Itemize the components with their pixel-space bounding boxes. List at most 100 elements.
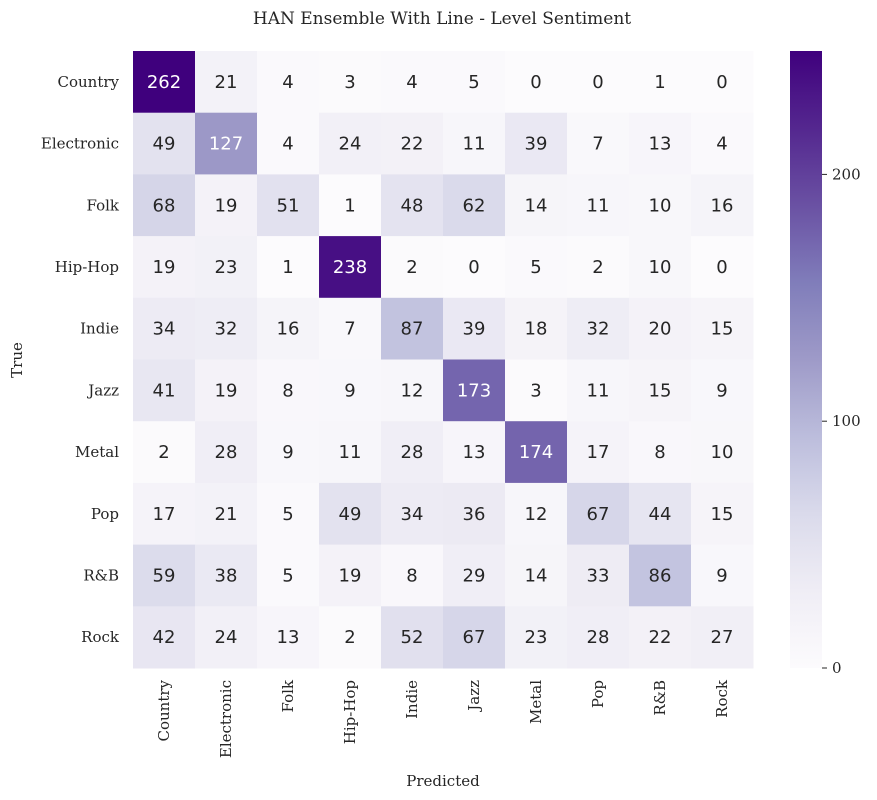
heatmap-cell <box>629 421 692 484</box>
cell-value-label: 5 <box>468 72 479 93</box>
cell-value-label: 3 <box>530 380 541 401</box>
cell-value-label: 11 <box>587 380 610 401</box>
cell-value-label: 0 <box>716 257 727 278</box>
cell-value-label: 127 <box>209 134 243 155</box>
heatmap-cell <box>381 297 444 360</box>
heatmap-cell <box>629 482 692 546</box>
cell-value-label: 174 <box>519 442 553 463</box>
cell-value-label: 0 <box>468 257 479 278</box>
cell-value-label: 68 <box>153 195 176 216</box>
cell-value-label: 13 <box>463 442 486 463</box>
heatmap-cell <box>443 297 506 360</box>
y-axis-label: True <box>8 342 26 378</box>
heatmap-cell <box>691 359 754 422</box>
x-tick-label: Pop <box>589 680 607 708</box>
heatmap-cell <box>133 544 196 607</box>
cell-value-label: 0 <box>592 72 603 93</box>
heatmap-cell <box>133 421 196 484</box>
cell-value-label: 62 <box>463 195 486 216</box>
cell-value-label: 2 <box>344 627 355 648</box>
heatmap-cell <box>319 482 382 546</box>
heatmap-cell <box>443 112 506 175</box>
heatmap-cell <box>257 544 320 607</box>
heatmap-cell <box>505 112 568 175</box>
cell-value-label: 13 <box>649 134 672 155</box>
heatmap-cell <box>691 236 754 299</box>
x-tick-label: Rock <box>713 679 731 718</box>
heatmap-cell <box>629 544 692 607</box>
cell-value-label: 5 <box>530 257 541 278</box>
heatmap-cell <box>505 51 568 114</box>
heatmap-cell <box>319 359 382 422</box>
colorbar-tick-label: 100 <box>832 412 861 430</box>
x-tick-labels: Country Electronic Folk Hip-Hop Indie Jazz Met… <box>155 679 731 758</box>
heatmap-cell <box>381 174 444 237</box>
x-tick-label: Jazz <box>465 680 483 713</box>
cell-value-label: 14 <box>525 565 548 586</box>
heatmap-cell <box>381 112 444 175</box>
heatmap-cell <box>257 174 320 237</box>
cell-value-label: 23 <box>215 257 238 278</box>
heatmap-cell <box>195 359 258 422</box>
cell-value-label: 4 <box>282 134 293 155</box>
cell-value-label: 10 <box>649 257 672 278</box>
cell-value-label: 28 <box>401 442 424 463</box>
heatmap-cell <box>133 359 196 422</box>
cell-value-label: 23 <box>525 627 548 648</box>
heatmap-cell <box>505 606 568 669</box>
heatmap-cell <box>319 544 382 607</box>
cell-value-label: 4 <box>282 72 293 93</box>
cell-value-label: 7 <box>344 319 355 340</box>
cell-value-label: 1 <box>654 72 665 93</box>
heatmap-cell <box>443 236 506 299</box>
cell-value-label: 1 <box>344 195 355 216</box>
cell-value-label: 15 <box>649 380 672 401</box>
heatmap-cell <box>381 236 444 299</box>
heatmap-cell <box>195 236 258 299</box>
heatmap-cell <box>629 359 692 422</box>
heatmap-cell <box>443 421 506 484</box>
cell-value-label: 51 <box>277 195 300 216</box>
y-tick-label: Jazz <box>86 381 119 399</box>
heatmap-cell <box>691 112 754 175</box>
cell-value-label: 0 <box>716 72 727 93</box>
heatmap-cell <box>257 236 320 299</box>
x-tick-label: Metal <box>527 680 545 724</box>
colorbar-tick-label: 0 <box>832 659 842 677</box>
cell-value-label: 11 <box>339 442 362 463</box>
cell-value-label: 1 <box>282 257 293 278</box>
heatmap-cell <box>319 297 382 360</box>
cell-value-label: 32 <box>215 319 238 340</box>
cell-value-label: 22 <box>649 627 672 648</box>
cell-value-label: 16 <box>277 319 300 340</box>
cell-value-label: 33 <box>587 565 610 586</box>
y-tick-label: R&B <box>83 566 119 584</box>
heatmap-cell <box>195 297 258 360</box>
y-tick-labels: Country Electronic Folk Hip-Hop Indie Jazz Met… <box>41 73 120 646</box>
y-tick-label: Electronic <box>41 135 119 153</box>
x-tick-label: Electronic <box>217 680 235 758</box>
y-tick-label: Indie <box>80 320 119 338</box>
heatmap-cell <box>257 421 320 484</box>
heatmap-cell <box>567 112 630 175</box>
y-tick-label: Hip-Hop <box>55 258 119 276</box>
cell-value-label: 67 <box>463 627 486 648</box>
cell-value-label: 49 <box>153 134 176 155</box>
cell-value-label: 11 <box>587 195 610 216</box>
heatmap-cell <box>319 112 382 175</box>
heatmap-cell <box>257 359 320 422</box>
cell-value-label: 28 <box>215 442 238 463</box>
cell-value-label: 2 <box>592 257 603 278</box>
chart-title: HAN Ensemble With Line - Level Sentiment <box>253 9 631 29</box>
cell-value-label: 41 <box>153 380 176 401</box>
cell-value-label: 52 <box>401 627 424 648</box>
cell-value-label: 7 <box>592 134 603 155</box>
heatmap-cell <box>567 236 630 299</box>
heatmap-cell <box>257 482 320 546</box>
heatmap-cell <box>443 359 506 422</box>
heatmap-cell <box>505 174 568 237</box>
heatmap-cell <box>443 174 506 237</box>
heatmap-cell <box>381 421 444 484</box>
heatmap-cell <box>629 297 692 360</box>
